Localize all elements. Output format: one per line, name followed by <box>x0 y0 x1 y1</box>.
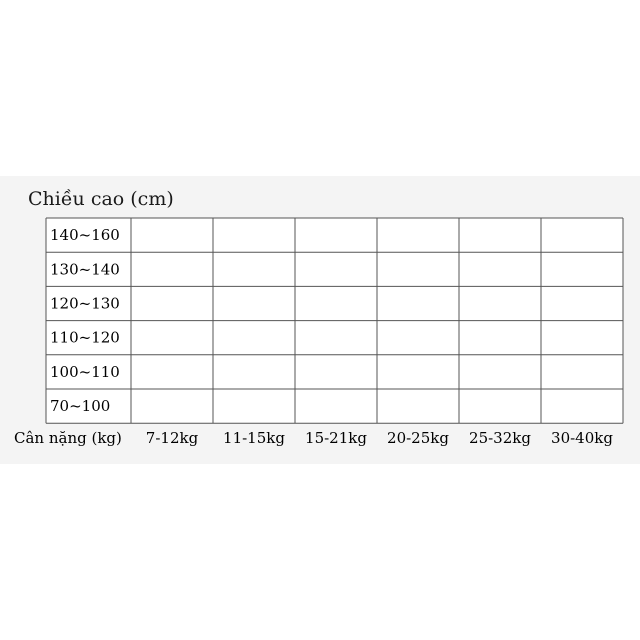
row-label: 130~140 <box>50 260 120 278</box>
size-label-m: M <box>246 365 262 381</box>
row-label: 70~100 <box>50 397 110 415</box>
column-label: 15-21kg <box>305 429 367 447</box>
column-label: 11-15kg <box>223 429 285 447</box>
row-label: 100~110 <box>50 363 120 381</box>
column-label: 30-40kg <box>551 429 613 447</box>
column-label: 20-25kg <box>387 429 449 447</box>
column-label: 7-12kg <box>146 429 199 447</box>
size-label-s: S <box>167 399 177 415</box>
x-axis-label: Cân nặng (kg) <box>14 429 122 447</box>
size-label-l: L <box>331 331 341 347</box>
chart-title: Chiều cao (cm) <box>28 188 174 210</box>
size-label-2xl: 2XL <box>485 262 516 278</box>
size-label-xl: XL <box>408 297 429 313</box>
column-label: 25-32kg <box>469 429 531 447</box>
row-label: 110~120 <box>50 329 120 347</box>
row-label: 120~130 <box>50 295 120 313</box>
size-label-3xl: 3XL <box>567 228 598 244</box>
row-label: 140~160 <box>50 226 120 244</box>
